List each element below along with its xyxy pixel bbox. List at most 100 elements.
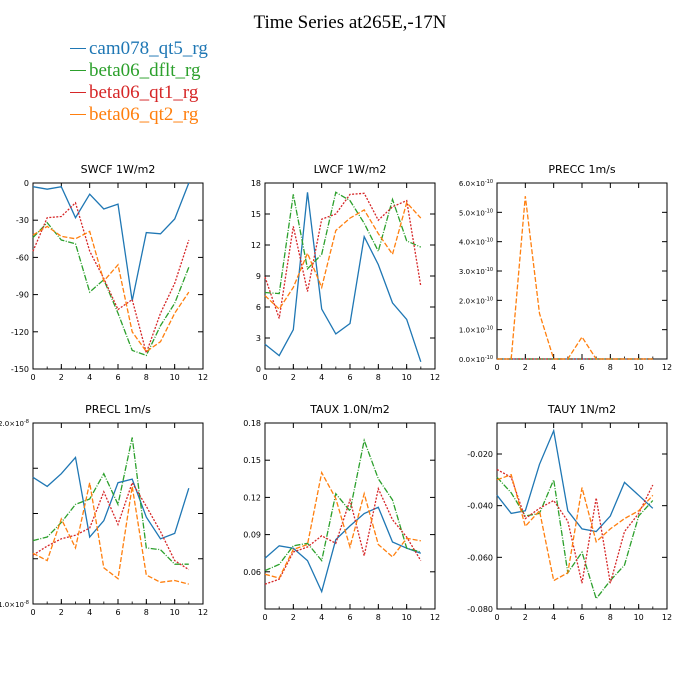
x-tick-label: 0 [262,373,267,382]
y-tick-label: -90 [16,291,29,300]
x-tick-label: 2 [291,373,296,382]
y-tick-label: 0.18 [243,419,261,428]
panel-title: LWCF 1W/m2 [314,163,387,176]
y-tick-label: 0.0×10-10 [459,355,493,364]
y-tick-label: -0.060 [467,553,493,562]
y-tick-label: -30 [16,216,29,225]
panel-title: PRECL 1m/s [85,403,151,416]
x-tick-label: 0 [30,373,35,382]
y-tick-label: 15 [251,210,261,219]
y-tick-label: 6.0×10-10 [459,179,493,188]
x-tick-label: 10 [170,373,180,382]
x-tick-label: 4 [551,613,556,622]
y-tick-label: 12 [251,241,261,250]
y-tick-label: 6 [256,303,261,312]
y-tick-label: -150 [11,365,29,374]
x-tick-label: 6 [347,373,352,382]
y-tick-label: 0 [256,365,261,374]
panel-title: TAUY 1N/m2 [547,403,616,416]
plot-frame [264,422,436,610]
series-line-beta06_qt1_rg [264,192,422,319]
x-tick-label: 6 [115,373,120,382]
legend-item-beta06-dflt: beta06_dflt_rg [70,60,208,82]
x-tick-label: 0 [30,608,35,617]
y-tick-label: 4.0×10-10 [459,238,493,247]
x-tick-label: 2 [59,608,64,617]
chart-panel-4: TAUX 1.0N/m2 0 2 4 6 8 10 12 0.18 0.15 0.12 0.09 0.0… [243,403,440,622]
x-tick-label: 8 [376,373,381,382]
x-tick-label: 8 [144,373,149,382]
series-line-cam078_qt5_rg [32,455,190,540]
y-tick-label: 9 [256,272,261,281]
legend-swatch [70,48,86,50]
x-tick-label: 6 [579,613,584,622]
series-line-beta06_qt2_rg [496,473,654,582]
series-line-cam078_qt5_rg [264,192,422,363]
x-tick-label: 12 [430,373,440,382]
y-tick-label: 0 [24,179,29,188]
x-tick-label: 10 [402,613,412,622]
series-line-beta06_dflt_rg [496,476,654,601]
y-tick-label: -0.080 [467,605,493,614]
legend-item-beta06-qt2: beta06_qt2_rg [70,104,208,126]
x-tick-label: 12 [198,373,208,382]
y-tick-label: 2.0×10-8 [0,419,29,428]
y-tick-label: -0.040 [467,502,493,511]
chart-panel-1: LWCF 1W/m2 0 2 4 6 8 10 12 0 3 6 9 12 15 18 [251,163,440,382]
x-tick-label: 10 [170,608,180,617]
legend-swatch [70,92,86,94]
x-tick-label: 12 [662,363,672,372]
series-line-beta06_qt2_rg [264,201,422,311]
y-tick-label: 3 [256,334,261,343]
y-tick-label: -0.020 [467,450,493,459]
y-tick-label: 0.09 [243,531,261,540]
x-tick-label: 4 [87,373,92,382]
legend-item-beta06-qt1: beta06_qt1_rg [70,82,208,104]
figure-title: Time Series at265E,-17N [253,12,447,33]
y-tick-label: 5.0×10-10 [459,208,493,217]
x-tick-label: 0 [262,613,267,622]
x-tick-label: 8 [608,363,613,372]
series-line-beta06_dflt_rg [264,438,421,572]
panel-title: TAUX 1.0N/m2 [309,403,390,416]
x-tick-label: 6 [579,363,584,372]
x-tick-label: 0 [494,363,499,372]
y-tick-label: 2.0×10-10 [459,296,493,305]
x-tick-label: 2 [523,613,528,622]
series-line-beta06_qt1_rg [32,481,190,571]
x-tick-label: 8 [376,613,381,622]
panel-title: PRECC 1m/s [548,163,616,176]
y-tick-label: 1.0×10-8 [0,600,29,609]
series-line-beta06_qt2_rg [32,482,189,585]
y-tick-label: 18 [251,179,261,188]
x-tick-label: 4 [551,363,556,372]
x-tick-label: 2 [291,613,296,622]
y-tick-label: -60 [16,253,29,262]
panel-title: SWCF 1W/m2 [81,163,156,176]
y-tick-label: 3.0×10-10 [459,267,493,276]
x-tick-label: 10 [402,373,412,382]
series-line-beta06_qt2_rg [32,225,190,353]
series-line-beta06_qt2_rg [497,196,653,360]
legend-item-cam078: cam078_qt5_rg [70,38,208,60]
x-tick-label: 4 [319,613,324,622]
series-line-cam078_qt5_rg [32,182,190,301]
chart-panel-5: TAUY 1N/m2 0 2 4 6 8 10 12 -0.020 -0.040 -0.060 -0.… [467,403,672,622]
series-line-cam078_qt5_rg [264,506,422,594]
y-tick-label: -120 [11,328,29,337]
x-tick-label: 12 [430,613,440,622]
y-tick-label: 0.12 [243,493,261,502]
legend-swatch [70,114,86,116]
x-tick-label: 2 [523,363,528,372]
series-line-beta06_dflt_rg [32,221,190,357]
x-tick-label: 10 [634,363,644,372]
y-tick-label: 0.15 [243,456,261,465]
x-tick-label: 4 [319,373,324,382]
legend-swatch [70,70,86,72]
y-tick-label: 1.0×10-10 [459,326,493,335]
chart-panel-0: SWCF 1W/m2 0 2 4 6 8 10 12 0 -30 -60 -90 -120 -150 [11,163,208,382]
series-line-beta06_qt1_rg [32,201,190,356]
legend-label: beta06_dflt_rg [89,60,201,81]
x-tick-label: 12 [198,608,208,617]
